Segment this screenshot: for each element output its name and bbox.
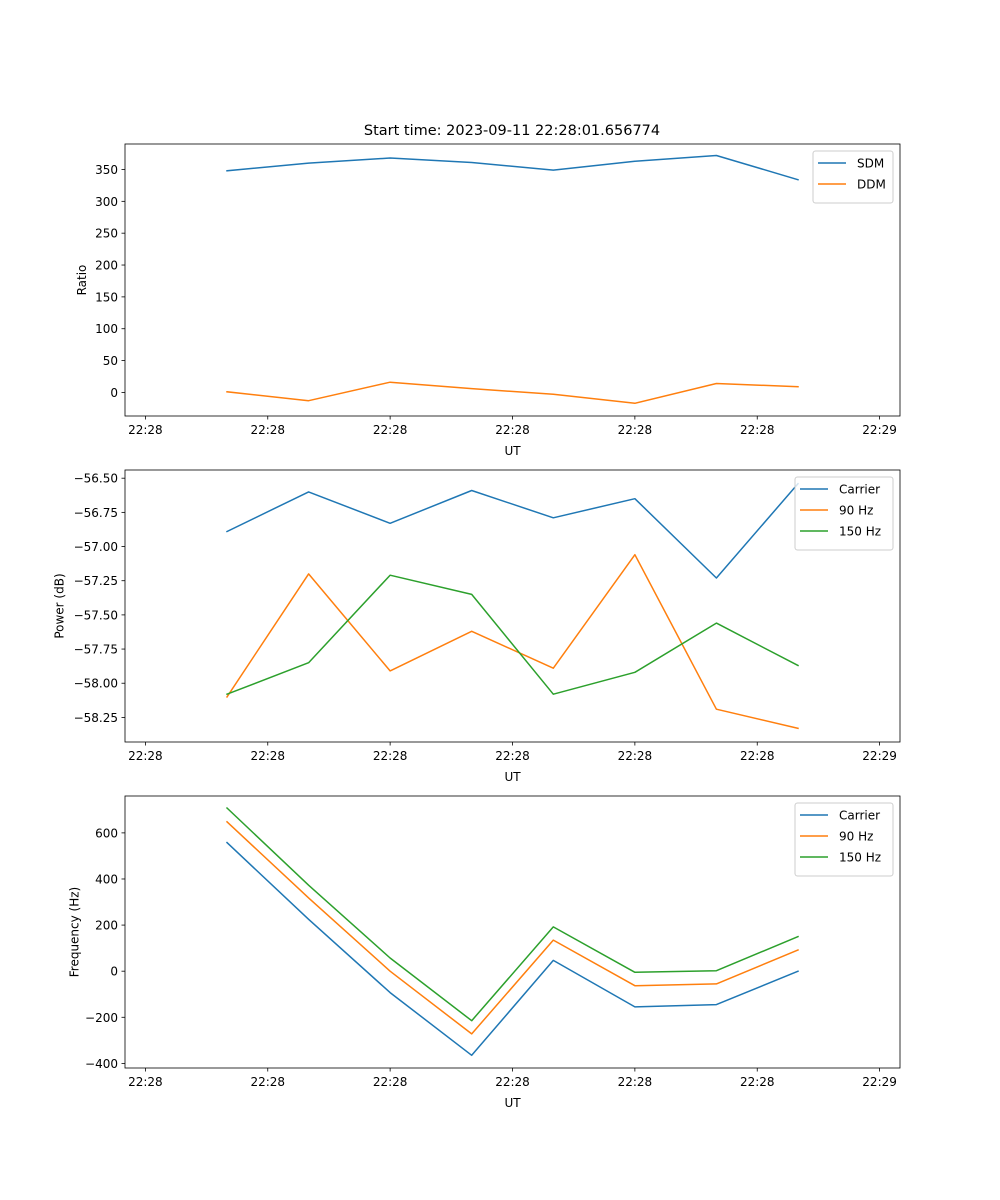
x-tick-label: 22:28	[618, 1075, 653, 1089]
x-tick-label: 22:28	[618, 423, 653, 437]
x-tick-label: 22:28	[250, 749, 285, 763]
y-axis-label: Frequency (Hz)	[67, 887, 81, 978]
y-tick-label: 200	[95, 259, 118, 273]
y-tick-label: 400	[95, 872, 118, 886]
legend-label-sdm: SDM	[857, 157, 884, 171]
subplot-2: 22:28 22:28 22:28 22:28 22:28 22:28 22:29 −58.2…	[53, 469, 901, 784]
y-axis-label: Ratio	[75, 265, 89, 296]
legend-label-ddm: DDM	[857, 178, 886, 192]
x-tick-label: 22:28	[618, 749, 653, 763]
x-tick-label: 22:28	[495, 749, 530, 763]
y-tick-label: −58.25	[74, 711, 118, 725]
y-tick-label: 600	[95, 826, 118, 840]
legend-label-150-hz: 150 Hz	[839, 525, 881, 539]
x-tick-label: 22:28	[495, 1075, 530, 1089]
y-tick-label: 50	[103, 354, 118, 368]
x-tick-label: 22:28	[740, 1075, 775, 1089]
x-tick-label: 22:29	[862, 423, 897, 437]
x-axis-label: UT	[504, 1096, 521, 1110]
legend: SDM DDM	[812, 150, 894, 204]
x-tick-label: 22:28	[495, 423, 530, 437]
x-tick-label: 22:28	[740, 423, 775, 437]
y-tick-label: −200	[85, 1011, 118, 1025]
subplot-1: 22:28 22:28 22:28 22:28 22:28 22:28 22:29 0 50 10…	[75, 143, 901, 458]
x-axis-label: UT	[504, 444, 521, 458]
y-axis-label: Power (dB)	[53, 573, 67, 638]
figure-title: Start time: 2023-09-11 22:28:01.656774	[364, 123, 660, 139]
series-line-ddm	[226, 381, 799, 405]
x-tick-label: 22:28	[373, 749, 408, 763]
series-line-150-hz	[225, 806, 799, 1022]
y-tick-label: 350	[95, 163, 118, 177]
series-line-carrier	[225, 841, 799, 1057]
x-axis-label: UT	[504, 770, 521, 784]
legend-label-90-hz: 90 Hz	[839, 504, 873, 518]
x-tick-label: 22:28	[128, 1075, 163, 1089]
y-tick-label: −56.50	[74, 472, 118, 486]
y-tick-label: 0	[110, 386, 118, 400]
y-tick-label: 200	[95, 919, 118, 933]
x-tick-label: 22:29	[862, 1075, 897, 1089]
subplot-3: 22:28 22:28 22:28 22:28 22:28 22:28 22:29 −400 −…	[67, 795, 901, 1110]
y-tick-label: −57.00	[74, 540, 118, 554]
x-tick-label: 22:28	[373, 1075, 408, 1089]
legend-label-90-hz: 90 Hz	[839, 830, 873, 844]
x-tick-label: 22:29	[862, 749, 897, 763]
legend: Carrier 90 Hz 150 Hz	[794, 476, 894, 551]
series-line-carrier	[225, 482, 800, 579]
x-tick-label: 22:28	[128, 749, 163, 763]
y-tick-label: −400	[85, 1057, 118, 1071]
y-tick-label: −56.75	[74, 506, 118, 520]
y-tick-label: −58.00	[74, 677, 118, 691]
x-tick-label: 22:28	[373, 423, 408, 437]
y-tick-label: −57.25	[74, 574, 118, 588]
y-tick-label: −57.75	[74, 643, 118, 657]
x-tick-label: 22:28	[250, 423, 285, 437]
x-tick-label: 22:28	[250, 1075, 285, 1089]
series-line-90-hz	[225, 820, 799, 1035]
x-tick-label: 22:28	[128, 423, 163, 437]
legend: Carrier 90 Hz 150 Hz	[794, 802, 894, 877]
legend-label-150-hz: 150 Hz	[839, 851, 881, 865]
y-tick-label: 250	[95, 227, 118, 241]
x-tick-label: 22:28	[740, 749, 775, 763]
series-line-90-hz	[225, 553, 799, 730]
series-line-150-hz	[226, 574, 800, 696]
series-line-sdm	[226, 154, 799, 181]
y-tick-label: 100	[95, 322, 118, 336]
y-tick-label: −57.50	[74, 608, 118, 622]
y-tick-label: 0	[110, 965, 118, 979]
y-tick-label: 150	[95, 290, 118, 304]
legend-label-carrier: Carrier	[839, 809, 880, 823]
plots: 22:28 22:28 22:28 22:28 22:28 22:28 22:29 0 50 10…	[53, 143, 901, 1110]
legend-label-carrier: Carrier	[839, 483, 880, 497]
y-tick-label: 300	[95, 195, 118, 209]
legend-box	[812, 150, 894, 204]
